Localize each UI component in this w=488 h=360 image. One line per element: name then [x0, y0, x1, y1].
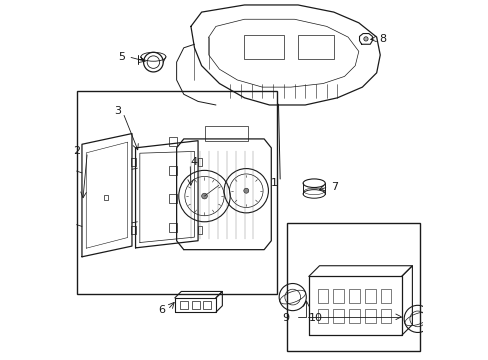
- Bar: [317, 309, 328, 323]
- Circle shape: [201, 193, 207, 199]
- Bar: [364, 309, 375, 323]
- Bar: [348, 309, 359, 323]
- Text: 9: 9: [282, 312, 288, 323]
- Bar: [168, 194, 176, 203]
- Bar: [198, 226, 202, 234]
- Bar: [131, 226, 135, 234]
- Bar: [180, 301, 188, 309]
- Bar: [333, 309, 344, 323]
- Text: 4: 4: [190, 157, 197, 167]
- Bar: [317, 289, 328, 303]
- Bar: [333, 289, 344, 303]
- Bar: [198, 158, 202, 166]
- Bar: [380, 289, 390, 303]
- Bar: [205, 126, 247, 141]
- Text: 7: 7: [330, 182, 337, 192]
- Bar: [168, 166, 176, 175]
- Bar: [380, 309, 390, 323]
- Text: 5: 5: [118, 52, 124, 62]
- Bar: [131, 158, 135, 166]
- Text: 10: 10: [308, 312, 322, 323]
- Bar: [203, 301, 211, 309]
- Bar: [298, 35, 333, 59]
- Circle shape: [363, 37, 367, 41]
- Text: 6: 6: [158, 305, 165, 315]
- Bar: [168, 223, 176, 232]
- Bar: [77, 91, 276, 294]
- Bar: [287, 223, 419, 351]
- Text: 8: 8: [378, 34, 385, 44]
- Circle shape: [244, 188, 248, 193]
- Text: 2: 2: [73, 146, 80, 156]
- Bar: [168, 137, 176, 146]
- Bar: [364, 289, 375, 303]
- Bar: [244, 35, 283, 59]
- Bar: [192, 301, 200, 309]
- Bar: [104, 195, 108, 200]
- Text: 1: 1: [270, 177, 278, 188]
- Text: 3: 3: [114, 106, 121, 116]
- Bar: [348, 289, 359, 303]
